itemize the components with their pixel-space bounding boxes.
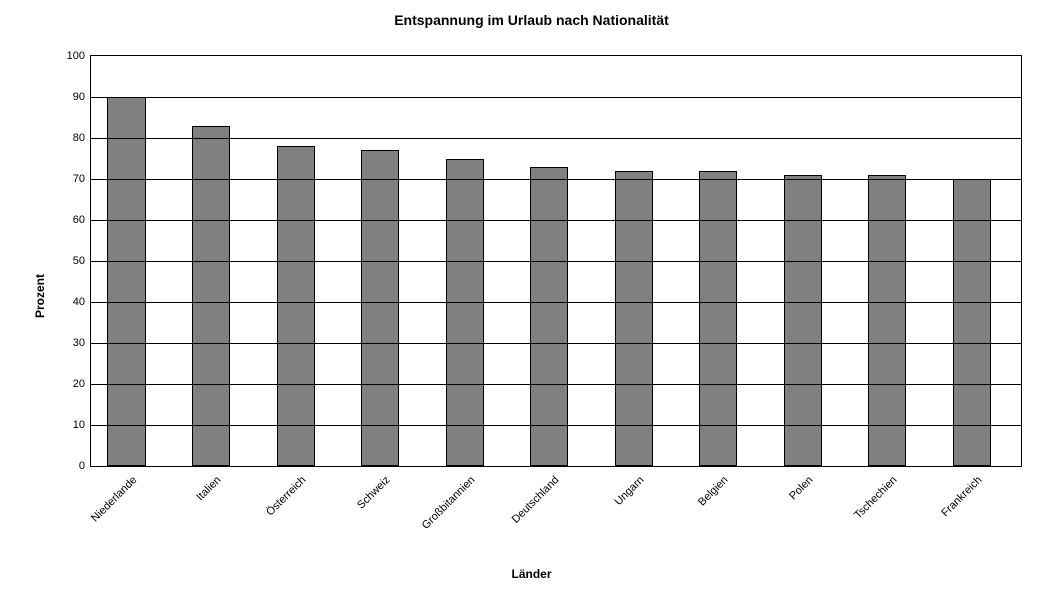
bar: [530, 167, 568, 466]
y-tick-label: 10: [73, 419, 85, 431]
bar: [784, 175, 822, 466]
bar: [277, 146, 315, 466]
y-tick-label: 70: [73, 173, 85, 185]
bar: [868, 175, 906, 466]
x-axis-label: Länder: [0, 567, 1063, 581]
chart-title: Entspannung im Urlaub nach Nationalität: [0, 12, 1063, 28]
chart-container: Entspannung im Urlaub nach Nationalität …: [0, 0, 1063, 591]
x-category-label: Ungarn: [612, 474, 646, 508]
grid-line: [91, 343, 1021, 344]
bar: [953, 179, 991, 466]
y-tick-label: 90: [73, 91, 85, 103]
grid-line: [91, 97, 1021, 98]
x-category-label: Großbitannien: [419, 474, 477, 532]
y-tick-label: 60: [73, 214, 85, 226]
bar: [192, 126, 230, 466]
grid-line: [91, 425, 1021, 426]
y-tick-label: 30: [73, 337, 85, 349]
y-tick-label: 50: [73, 255, 85, 267]
y-tick-label: 40: [73, 296, 85, 308]
x-category-label: Tschechien: [852, 474, 899, 521]
x-category-label: Deutschland: [510, 474, 562, 526]
x-category-label: Österreich: [264, 474, 308, 518]
plot-area: 0102030405060708090100NiederlandeItalien…: [90, 55, 1022, 467]
bar: [361, 150, 399, 466]
grid-line: [91, 179, 1021, 180]
grid-line: [91, 384, 1021, 385]
x-category-label: Italien: [194, 474, 223, 503]
y-tick-label: 20: [73, 378, 85, 390]
bar: [107, 97, 145, 466]
x-category-label: Polen: [787, 474, 815, 502]
y-axis-label: Prozent: [33, 273, 47, 317]
bar: [699, 171, 737, 466]
grid-line: [91, 220, 1021, 221]
x-category-label: Niederlande: [89, 474, 139, 524]
x-category-label: Belgien: [696, 474, 730, 508]
x-category-label: Schweiz: [355, 474, 392, 511]
bar: [446, 159, 484, 467]
y-tick-label: 100: [67, 50, 85, 62]
x-category-label: Frankreich: [939, 474, 984, 519]
bar: [615, 171, 653, 466]
grid-line: [91, 138, 1021, 139]
y-tick-label: 0: [79, 460, 85, 472]
grid-line: [91, 302, 1021, 303]
grid-line: [91, 261, 1021, 262]
y-tick-label: 80: [73, 132, 85, 144]
